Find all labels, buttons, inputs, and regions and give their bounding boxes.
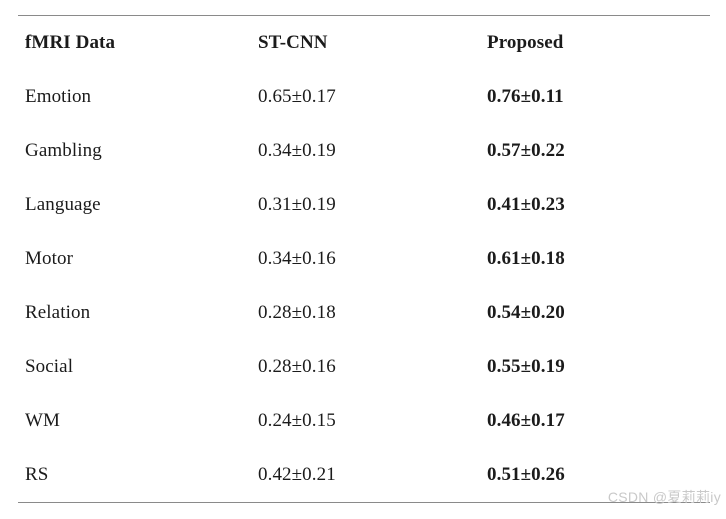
table-row: WM 0.24±0.15 0.46±0.17	[18, 394, 710, 448]
table-row: RS 0.42±0.21 0.51±0.26	[18, 448, 710, 502]
table-row: Social 0.28±0.16 0.55±0.19	[18, 340, 710, 394]
csdn-watermark: CSDN @夏莉莉iy	[607, 489, 721, 505]
row-label-cell: Social	[25, 356, 74, 377]
st-cnn-value-cell: 0.34±0.16	[258, 248, 336, 269]
st-cnn-value-cell: 0.28±0.18	[258, 302, 336, 323]
table-row: Emotion 0.65±0.17 0.76±0.11	[18, 70, 710, 124]
table-row: Gambling 0.34±0.19 0.57±0.22	[18, 124, 710, 178]
table-row: Relation 0.28±0.18 0.54±0.20	[18, 286, 710, 340]
proposed-value-cell: 0.55±0.19	[487, 356, 565, 377]
row-label-cell: RS	[25, 464, 49, 485]
proposed-value-cell: 0.54±0.20	[487, 302, 565, 323]
st-cnn-value-cell: 0.42±0.21	[258, 464, 336, 485]
header-st-cnn: ST-CNN	[258, 32, 328, 53]
header-proposed: Proposed	[487, 32, 564, 53]
row-label-cell: Language	[25, 194, 101, 215]
st-cnn-value-cell: 0.31±0.19	[258, 194, 336, 215]
proposed-value-cell: 0.46±0.17	[487, 410, 565, 431]
table-header-row: fMRI Data ST-CNN Proposed	[18, 16, 710, 70]
header-fmri-data: fMRI Data	[25, 32, 116, 53]
row-label-cell: Relation	[25, 302, 91, 323]
proposed-value-cell: 0.51±0.26	[487, 464, 565, 485]
proposed-value-cell: 0.41±0.23	[487, 194, 565, 215]
row-label-cell: Motor	[25, 248, 73, 269]
row-label-cell: WM	[25, 410, 61, 431]
st-cnn-value-cell: 0.65±0.17	[258, 86, 336, 107]
row-label-cell: Emotion	[25, 86, 92, 107]
row-label-cell: Gambling	[25, 140, 102, 161]
proposed-value-cell: 0.57±0.22	[487, 140, 565, 161]
st-cnn-value-cell: 0.24±0.15	[258, 410, 336, 431]
st-cnn-value-cell: 0.28±0.16	[258, 356, 336, 377]
table-row: Language 0.31±0.19 0.41±0.23	[18, 178, 710, 232]
results-table: fMRI Data ST-CNN Proposed Emotion 0.65±0…	[18, 15, 710, 503]
proposed-value-cell: 0.61±0.18	[487, 248, 565, 269]
table-row: Motor 0.34±0.16 0.61±0.18	[18, 232, 710, 286]
st-cnn-value-cell: 0.34±0.19	[258, 140, 336, 161]
proposed-value-cell: 0.76±0.11	[487, 86, 564, 107]
